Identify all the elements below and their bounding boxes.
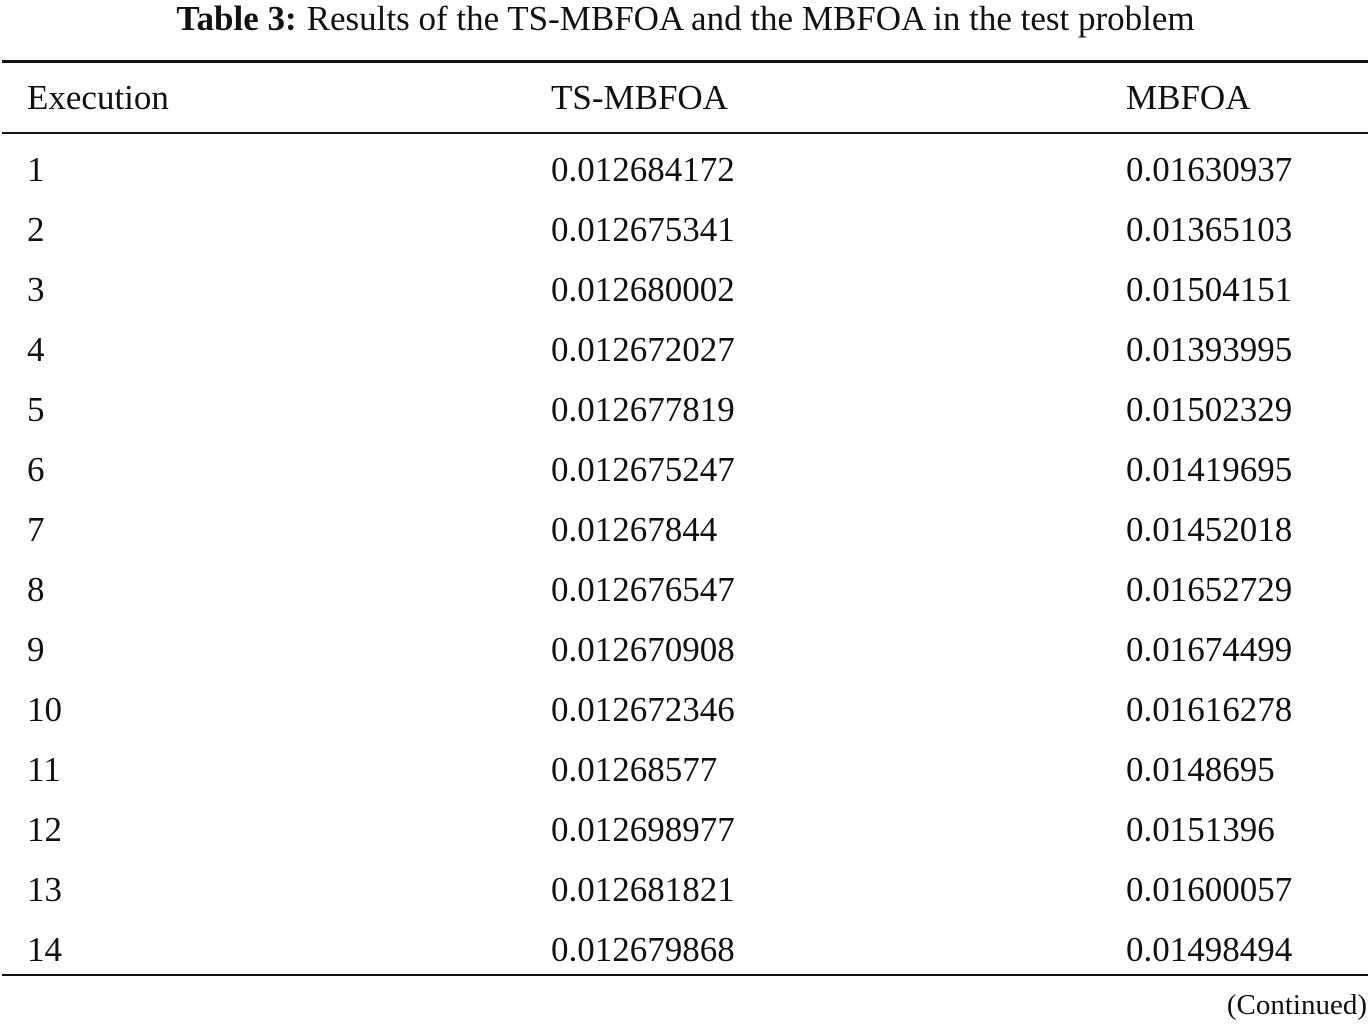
table-cell: 0.01419695 [1126, 450, 1293, 489]
table-cell: 0.01267844 [551, 510, 718, 549]
table-cell: 0.01616278 [1126, 690, 1293, 729]
table-cell: 0.012681821 [551, 870, 735, 909]
table-cell: 0.01504151 [1126, 270, 1293, 309]
table-cell: 0.01268577 [551, 750, 718, 789]
table-caption: Table 3: Results of the TS-MBFOA and the … [0, 0, 1371, 38]
table-cell: 6 [27, 450, 45, 489]
caption-label: Table 3: [176, 0, 297, 38]
table-cell: 2 [27, 210, 45, 249]
table-cell: 0.012679868 [551, 930, 735, 969]
table-cell: 0.01652729 [1126, 570, 1293, 609]
table-cell: 0.01498494 [1126, 930, 1293, 969]
table-cell: 0.012672346 [551, 690, 735, 729]
header-cell: Execution [27, 78, 169, 117]
table-cell: 0.0148695 [1126, 750, 1275, 789]
table-cell: 0.012672027 [551, 330, 735, 369]
table-cell: 0.01393995 [1126, 330, 1293, 369]
bottom-rule [2, 974, 1368, 976]
header-cell: TS-MBFOA [551, 78, 728, 117]
table-cell: 0.012684172 [551, 150, 735, 189]
table-cell: 0.01674499 [1126, 630, 1293, 669]
table-cell: 0.012670908 [551, 630, 735, 669]
table-cell: 0.01630937 [1126, 150, 1293, 189]
table-cell: 0.01452018 [1126, 510, 1293, 549]
header-rule [2, 132, 1368, 134]
table-cell: 9 [27, 630, 45, 669]
table-cell: 1 [27, 150, 45, 189]
footnote: (Continued) [1226, 989, 1367, 1021]
table-cell: 0.01365103 [1126, 210, 1293, 249]
caption-text: Results of the TS-MBFOA and the MBFOA in… [306, 0, 1195, 38]
table-cell: 5 [27, 390, 45, 429]
table-cell: 0.012677819 [551, 390, 735, 429]
table-cell: 7 [27, 510, 45, 549]
table-cell: 0.012675341 [551, 210, 735, 249]
table-cell: 13 [27, 870, 62, 909]
table-cell: 0.012698977 [551, 810, 735, 849]
table-cell: 11 [27, 750, 61, 789]
table-cell: 0.012676547 [551, 570, 735, 609]
table-cell: 8 [27, 570, 45, 609]
table-cell: 12 [27, 810, 62, 849]
table-cell: 0.0151396 [1126, 810, 1275, 849]
table-cell: 3 [27, 270, 45, 309]
table-cell: 14 [27, 930, 62, 969]
table-cell: 10 [27, 690, 62, 729]
header-cell: MBFOA [1126, 78, 1251, 117]
table-cell: 0.01502329 [1126, 390, 1293, 429]
table-cell: 0.012675247 [551, 450, 735, 489]
top-rule [2, 60, 1368, 63]
table-cell: 4 [27, 330, 45, 369]
table-cell: 0.012680002 [551, 270, 735, 309]
table-cell: 0.01600057 [1126, 870, 1293, 909]
